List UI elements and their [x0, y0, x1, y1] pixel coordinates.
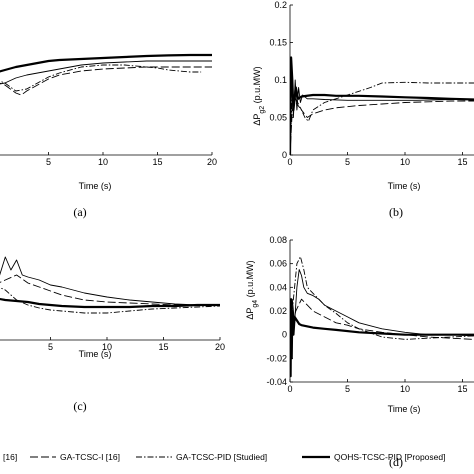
panel-c-xtick-label-1: 10: [102, 342, 112, 352]
panel-c: 5 10 15 20 Time (s) (c): [0, 256, 225, 413]
panel-d-xtick-label-0: 0: [287, 384, 292, 394]
panel-c-series-s1: [0, 274, 220, 306]
panel-b-ylabel: ΔPg2 (p.u.MW): [252, 66, 266, 125]
panel-b-ytick-label-2: 0.1: [274, 75, 287, 85]
panel-d-ytick-label-0: -0.04: [266, 377, 287, 387]
panel-a-series-s2: [0, 64, 202, 92]
panel-b-ylabel-sub: g2: [259, 106, 266, 114]
panel-c-series-s0: [0, 256, 220, 306]
panel-c-xtick-label-2: 15: [158, 342, 168, 352]
panel-c-series-s2: [0, 287, 220, 314]
panel-a-xtick-label-2: 15: [152, 157, 162, 167]
panel-d-xtick-label-3: 15: [457, 384, 467, 394]
panel-d-ylabel-sub: g4: [252, 300, 259, 308]
panel-a-letter: (a): [73, 205, 86, 219]
panel-a-xtick-label-3: 20: [207, 157, 217, 167]
panel-d-xtick-label-1: 5: [345, 384, 350, 394]
panel-b-xtick-label-3: 15: [457, 157, 467, 167]
panel-d-ytick-label-2: 0: [282, 330, 287, 340]
panel-d-series-s2: [290, 256, 474, 340]
panel-c-xlabel: Time (s): [79, 349, 112, 359]
panel-d-ytick-label-1: -0.02: [266, 353, 287, 363]
panel-d-series-s1: [290, 298, 474, 340]
panel-b-xtick-label-0: 0: [287, 157, 292, 167]
panel-a-xlabel: Time (s): [79, 181, 112, 191]
legend-entry-2-label: GA-TCSC-PID [Studied]: [176, 452, 267, 462]
panel-d-series-s0: [290, 269, 474, 337]
legend-entry-1-label: GA-TCSC-I [16]: [60, 452, 120, 462]
panel-c-xtick-label-0: 5: [48, 342, 53, 352]
panel-b-letter: (b): [389, 205, 403, 219]
panel-a-series-s0: [0, 60, 212, 85]
legend-entry-0-label: [16]: [3, 452, 17, 462]
panel-d-xlabel: Time (s): [388, 404, 421, 414]
panel-b-ylabel-delta: ΔP: [252, 114, 262, 126]
panel-a-xtick-label-0: 5: [46, 157, 51, 167]
panel-a-xtick-label-1: 10: [98, 157, 108, 167]
panel-c-series-s3: [0, 297, 220, 309]
panel-b-ytick-label-0: 0: [282, 150, 287, 160]
panel-d-ylabel-unit: (p.u.MW): [245, 260, 255, 300]
panel-d-ytick-label-4: 0.04: [269, 282, 287, 292]
panel-b-ytick-label-3: 0.15: [269, 38, 287, 48]
panel-b-xtick-label-2: 10: [400, 157, 410, 167]
panel-b-series-s1: [290, 98, 474, 155]
panel-d-axes: 0 5 10 15 -0.04 -0.02 0 0.02 0.04 0.06 0.08: [266, 235, 474, 394]
panel-b-series-group: [290, 56, 474, 155]
panel-b: 0 5 10 15 0 0.05 0.1 0.15 0.2 ΔPg2 (p.u.MW) Time…: [252, 0, 474, 219]
panel-c-xtick-label-3: 20: [215, 342, 225, 352]
panel-c-letter: (c): [73, 399, 86, 413]
panel-a-series-s3: [0, 53, 212, 73]
legend: [16] GA-TCSC-I [16] GA-TCSC-PID [Studied…: [3, 452, 445, 462]
panel-b-axes: 0 5 10 15 0 0.05 0.1 0.15 0.2: [269, 0, 474, 167]
panel-d-ytick-label-5: 0.06: [269, 259, 287, 269]
legend-entry-3-label: QOHS-TCSC-PID [Proposed]: [334, 452, 445, 462]
panel-d-ylabel-delta: ΔP: [245, 308, 255, 320]
panel-b-ytick-label-1: 0.05: [269, 113, 287, 123]
panel-b-series-s0: [290, 64, 474, 155]
panel-d-letter: (d): [389, 455, 403, 469]
panel-a-series-group: [0, 53, 212, 96]
panel-d: 0 5 10 15 -0.04 -0.02 0 0.02 0.04 0.06 0.08 ΔPg4 (…: [245, 235, 474, 469]
panel-d-ytick-label-6: 0.08: [269, 235, 287, 245]
panel-b-ylabel-unit: (p.u.MW): [252, 66, 262, 106]
panel-b-series-s3: [290, 56, 474, 155]
panel-d-ytick-label-3: 0.02: [269, 306, 287, 316]
panel-b-ytick-label-4: 0.2: [274, 0, 287, 10]
panel-b-series-s2: [290, 81, 474, 155]
panel-a: 5 10 15 20 Time (s) (a): [0, 53, 217, 219]
panel-c-axes: 5 10 15 20: [0, 256, 225, 352]
panel-a-axes: 5 10 15 20: [0, 53, 217, 167]
panel-b-xlabel: Time (s): [388, 181, 421, 191]
panel-d-xtick-label-2: 10: [400, 384, 410, 394]
panel-d-ylabel: ΔPg4 (p.u.MW): [245, 260, 259, 319]
panel-d-series-s3: [290, 298, 474, 378]
panel-a-series-s1: [0, 66, 212, 96]
panel-c-series-group: [0, 256, 220, 314]
panel-d-series-group: [290, 256, 474, 378]
panel-b-xtick-label-1: 5: [345, 157, 350, 167]
